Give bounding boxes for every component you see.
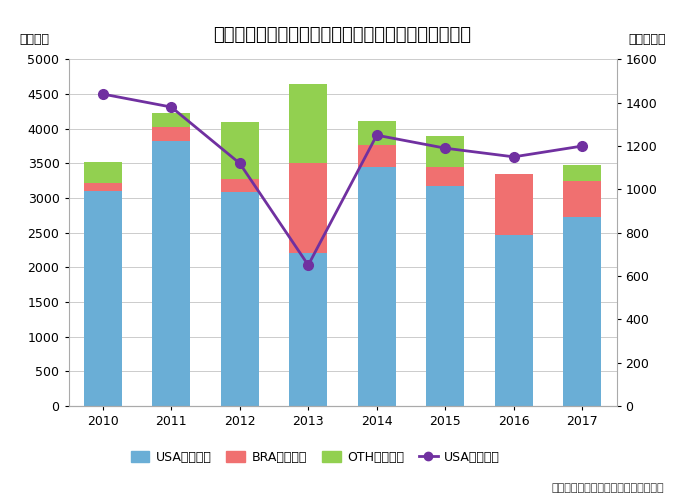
Bar xyxy=(152,141,190,406)
Bar xyxy=(426,167,464,186)
Bar xyxy=(221,193,259,406)
Text: 農林水産省・品目別輸入実績より作成: 農林水産省・品目別輸入実績より作成 xyxy=(552,483,664,493)
Bar xyxy=(152,113,190,127)
Text: （万トン）: （万トン） xyxy=(628,33,666,46)
Bar xyxy=(563,217,601,406)
Bar xyxy=(289,84,327,163)
Bar xyxy=(221,179,259,193)
Title: トウモロコシの国別輸入金額とアメリカからの輸入量: トウモロコシの国別輸入金額とアメリカからの輸入量 xyxy=(214,26,471,44)
Bar xyxy=(152,127,190,141)
Bar xyxy=(289,163,327,253)
Bar xyxy=(495,235,533,406)
Bar xyxy=(84,183,122,191)
Bar xyxy=(495,174,533,235)
Bar xyxy=(358,121,396,145)
Bar xyxy=(563,165,601,181)
Bar xyxy=(84,191,122,406)
Legend: USA（金額）, BRA（金額）, OTH（金額）, USA（重量）: USA（金額）, BRA（金額）, OTH（金額）, USA（重量） xyxy=(125,446,505,469)
Bar xyxy=(563,181,601,217)
Bar xyxy=(358,145,396,167)
Bar xyxy=(221,122,259,179)
Bar xyxy=(289,253,327,406)
Text: （億円）: （億円） xyxy=(19,33,49,46)
Bar xyxy=(426,186,464,406)
Bar xyxy=(426,136,464,167)
Bar xyxy=(84,162,122,183)
Bar xyxy=(358,167,396,406)
